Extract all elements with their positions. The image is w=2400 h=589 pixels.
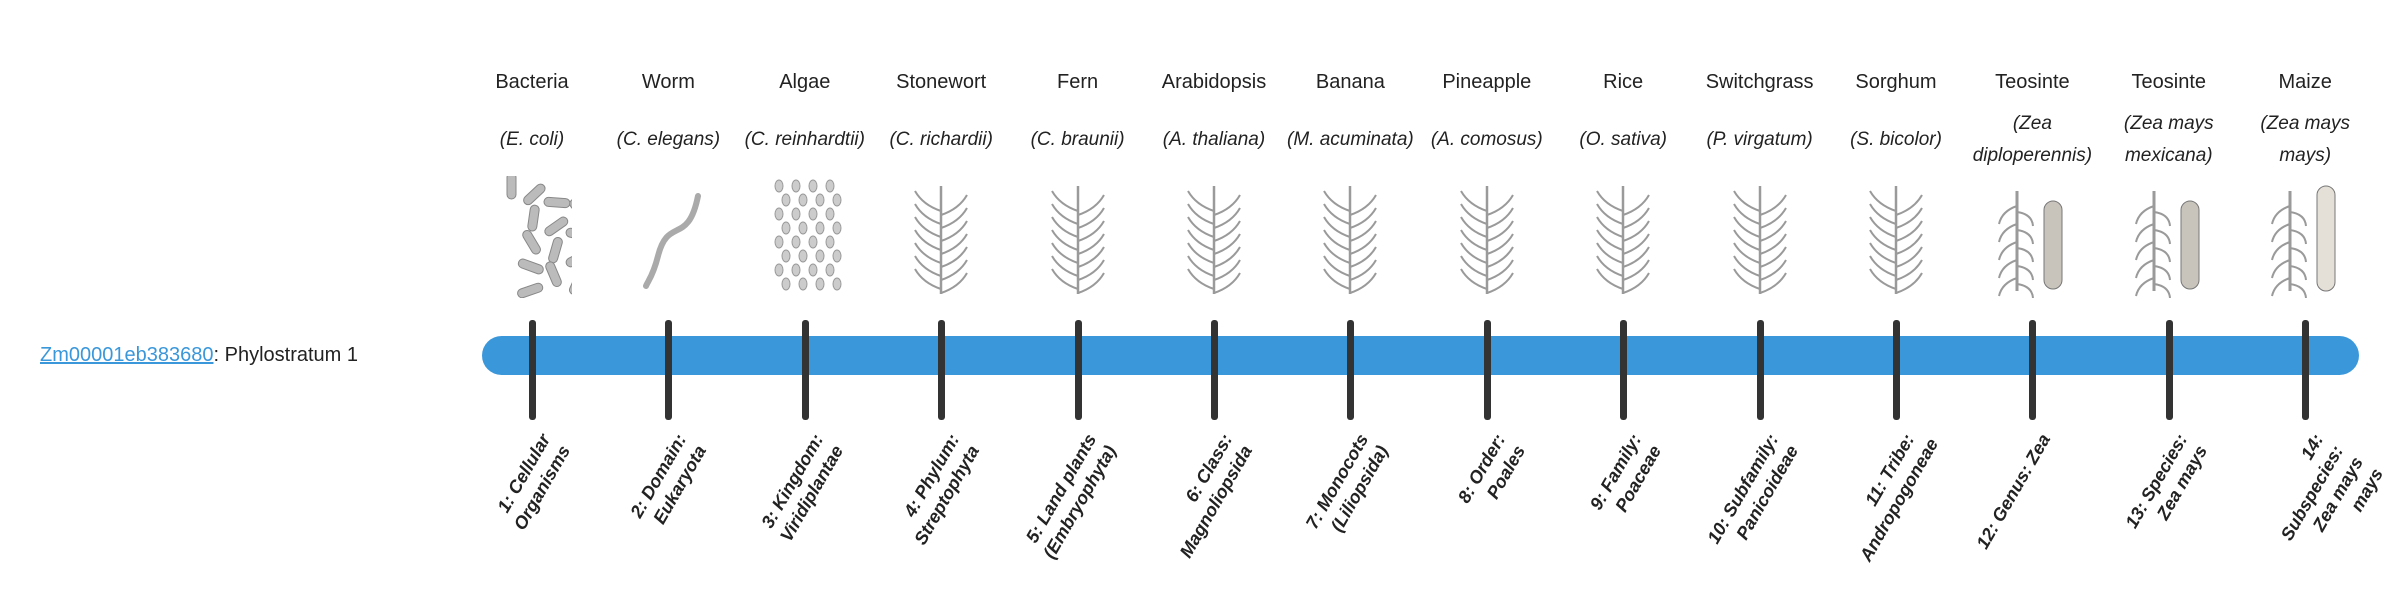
organism-scientific-name: (E. coli) <box>499 129 565 150</box>
stratum-column: Maize (Zea mays mays) <box>2235 0 2375 580</box>
stratum-column: Bacteria (E. coli) <box>462 0 602 580</box>
organism-common-name: Arabidopsis <box>1161 71 1267 93</box>
gene-phylostratum-label: Zm00001eb383680: Phylostratum 1 <box>40 338 358 372</box>
stratum-tick <box>1211 320 1218 420</box>
organism-common-name: Worm <box>641 71 695 93</box>
stratum-tick <box>1620 320 1628 420</box>
pineapple-icon <box>1447 176 1527 298</box>
separator: : <box>213 344 225 366</box>
organism-scientific-name: (C. richardii) <box>889 129 993 150</box>
organism-scientific-name: (Zea mays mexicana) <box>2123 113 2214 166</box>
gene-id-link[interactable]: Zm00001eb383680 <box>40 344 214 366</box>
fern-icon <box>1038 176 1118 298</box>
stratum-column: Banana (M. acuminata) <box>1280 0 1420 580</box>
organism-scientific-name: (P. virgatum) <box>1706 129 1813 150</box>
stratum-column: Pineapple (A. comosus) <box>1417 0 1557 580</box>
phylostrata-timeline-bar <box>482 336 2359 375</box>
phylostratum-text: Phylostratum 1 <box>224 344 358 366</box>
organism-common-name: Bacteria <box>495 71 569 93</box>
organism-common-name: Switchgrass <box>1705 71 1814 93</box>
maize-icon <box>2265 176 2345 299</box>
stratum-column: Sorghum (S. bicolor) <box>1826 0 1966 580</box>
stratum-tick <box>801 320 809 420</box>
organism-common-name: Teosinte <box>1995 71 2070 93</box>
stratum-column: Arabidopsis (A. thaliana) <box>1144 0 1284 580</box>
organism-scientific-name: (A. thaliana) <box>1162 129 1266 150</box>
organism-scientific-name: (M. acuminata) <box>1287 129 1414 150</box>
teosinte-icon <box>2129 176 2209 299</box>
bacteria-icon <box>492 172 593 299</box>
stratum-column: Switchgrass (P. virgatum) <box>1690 0 1830 580</box>
stratum-tick <box>529 320 536 420</box>
organism-common-name: Banana <box>1315 71 1385 93</box>
organism-common-name: Pineapple <box>1442 71 1532 93</box>
stratum-tick <box>2302 320 2310 420</box>
organism-common-name: Maize <box>2278 71 2332 93</box>
organism-scientific-name: (C. braunii) <box>1030 129 1125 150</box>
organism-common-name: Rice <box>1603 71 1644 93</box>
organism-scientific-name: (C. reinhardtii) <box>744 129 865 150</box>
organism-scientific-name: (C. elegans) <box>616 129 721 150</box>
stonewort-icon <box>901 176 981 298</box>
organism-scientific-name: (S. bicolor) <box>1850 129 1942 150</box>
stratum-tick <box>665 320 673 420</box>
stratum-tick <box>1756 320 1764 420</box>
organism-common-name: Fern <box>1057 71 1099 93</box>
stratum-tick <box>1893 320 1900 420</box>
stratum-column: Rice (O. sativa) <box>1553 0 1693 580</box>
organism-scientific-name: (Zea diploperennis) <box>1972 113 2093 166</box>
stratum-tick <box>938 320 946 420</box>
stratum-column: Teosinte (Zea diploperennis) <box>1962 0 2102 580</box>
stratum-tick <box>2165 320 2173 420</box>
stratum-tick <box>1347 320 1355 420</box>
banana-icon <box>1310 176 1390 298</box>
algae-icon <box>765 176 845 298</box>
stratum-column: Worm (C. elegans) <box>598 0 738 580</box>
rice-icon <box>1583 176 1663 298</box>
arabidopsis-icon <box>1174 176 1254 298</box>
organism-scientific-name: (O. sativa) <box>1579 129 1667 150</box>
organism-common-name: Teosinte <box>2131 71 2207 93</box>
organism-common-name: Algae <box>779 71 831 93</box>
sorghum-icon <box>1856 176 1936 298</box>
organism-scientific-name: (Zea mays mays) <box>2260 113 2351 166</box>
worm-icon <box>628 176 708 298</box>
switchgrass-icon <box>1720 176 1800 298</box>
organism-common-name: Sorghum <box>1855 71 1937 93</box>
stratum-column: Algae (C. reinhardtii) <box>735 0 875 580</box>
stratum-tick <box>1483 320 1491 420</box>
stratum-column: Teosinte (Zea mays mexicana) <box>2099 0 2239 580</box>
stratum-column: Stonewort (C. richardii) <box>871 0 1011 580</box>
teosinte-icon <box>1992 176 2072 299</box>
stratum-tick <box>2029 320 2037 420</box>
organism-common-name: Stonewort <box>896 71 987 93</box>
stratum-tick <box>1074 320 1082 420</box>
stratum-column: Fern (C. braunii) <box>1008 0 1148 580</box>
organism-scientific-name: (A. comosus) <box>1430 129 1543 150</box>
